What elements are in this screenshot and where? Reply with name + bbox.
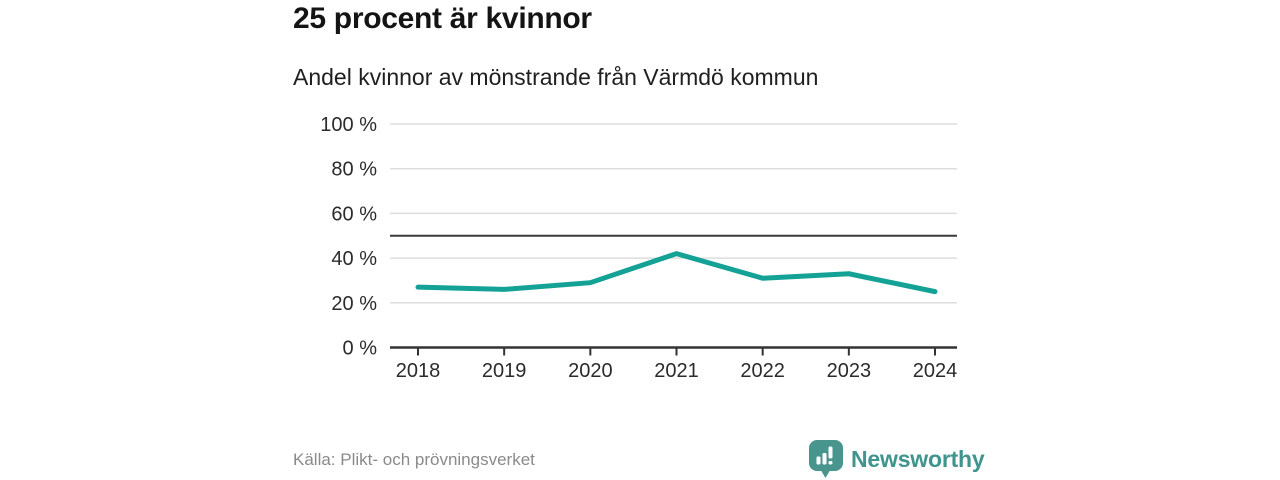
y-axis-label: 40 %: [331, 248, 377, 270]
y-axis-label: 0 %: [343, 338, 378, 360]
x-axis-label: 2024: [913, 360, 958, 382]
line-chart: 0 % 20 % 40 % 60 % 80 % 100 % 2018 2019 2020 2021…: [290, 110, 962, 382]
x-axis-label: 2021: [654, 360, 699, 382]
x-axis-label: 2023: [827, 360, 872, 382]
x-axis-label: 2019: [482, 360, 526, 382]
y-axis-label: 80 %: [331, 159, 377, 181]
chart-subtitle: Andel kvinnor av mönstrande från Värmdö …: [293, 64, 819, 90]
x-axis-label: 2022: [740, 360, 785, 382]
y-axis-label: 20 %: [331, 293, 377, 315]
data-series-line: [415, 251, 938, 295]
x-axis-label: 2018: [396, 360, 441, 382]
x-axis-label: 2020: [568, 360, 613, 382]
newsworthy-logo: Newsworthy: [808, 440, 985, 478]
y-axis-label: 100 %: [320, 114, 377, 136]
bar-chart-speech-bubble-icon: [809, 440, 843, 478]
line-chart-svg: 0 % 20 % 40 % 60 % 80 % 100 % 2018 2019 2020 2021…: [320, 114, 958, 382]
newsworthy-logo-text: Newsworthy: [851, 445, 985, 472]
source-label: Källa: Plikt- och prövningsverket: [293, 450, 535, 469]
chart-title: 25 procent är kvinnor: [293, 2, 592, 35]
y-axis-label: 60 %: [331, 203, 377, 225]
